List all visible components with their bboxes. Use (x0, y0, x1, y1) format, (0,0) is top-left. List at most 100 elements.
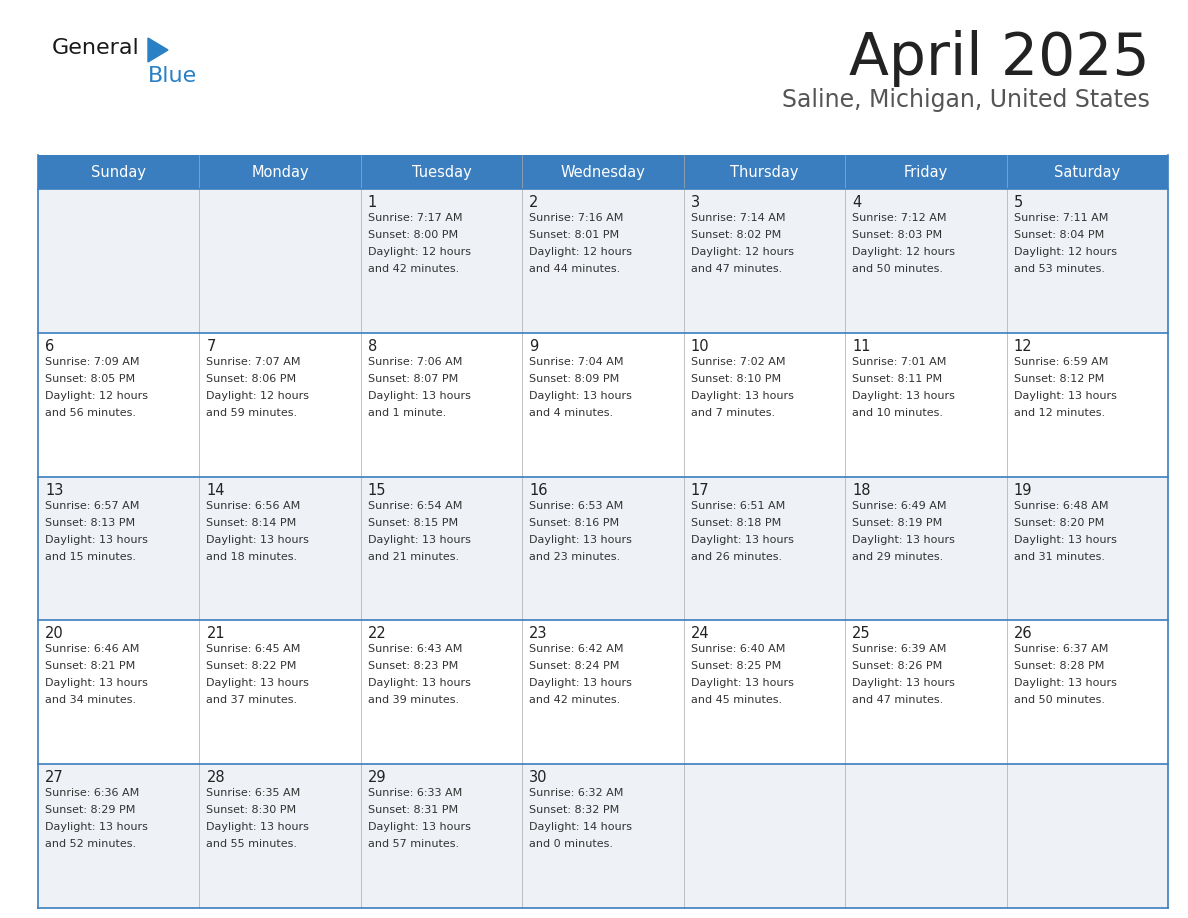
Text: Sunrise: 6:46 AM: Sunrise: 6:46 AM (45, 644, 139, 655)
Text: Friday: Friday (904, 164, 948, 180)
Text: 20: 20 (45, 626, 64, 642)
Text: and 39 minutes.: and 39 minutes. (368, 696, 459, 705)
Text: Daylight: 13 hours: Daylight: 13 hours (45, 534, 147, 544)
Text: 1: 1 (368, 195, 377, 210)
Text: Daylight: 13 hours: Daylight: 13 hours (368, 534, 470, 544)
Text: 11: 11 (852, 339, 871, 353)
Text: Daylight: 12 hours: Daylight: 12 hours (1013, 247, 1117, 257)
Text: Sunset: 8:24 PM: Sunset: 8:24 PM (530, 661, 620, 671)
Text: Sunset: 8:12 PM: Sunset: 8:12 PM (1013, 374, 1104, 384)
Text: Sunrise: 6:36 AM: Sunrise: 6:36 AM (45, 789, 139, 798)
Text: 14: 14 (207, 483, 225, 498)
Text: Daylight: 13 hours: Daylight: 13 hours (207, 823, 309, 833)
Text: Sunset: 8:04 PM: Sunset: 8:04 PM (1013, 230, 1104, 240)
Text: Daylight: 13 hours: Daylight: 13 hours (690, 534, 794, 544)
Text: and 1 minute.: and 1 minute. (368, 408, 447, 418)
Text: Daylight: 12 hours: Daylight: 12 hours (690, 247, 794, 257)
Text: Sunrise: 7:04 AM: Sunrise: 7:04 AM (530, 357, 624, 367)
Text: Sunset: 8:14 PM: Sunset: 8:14 PM (207, 518, 297, 528)
Text: and 18 minutes.: and 18 minutes. (207, 552, 297, 562)
Text: Sunset: 8:02 PM: Sunset: 8:02 PM (690, 230, 781, 240)
Text: Daylight: 12 hours: Daylight: 12 hours (530, 247, 632, 257)
Text: 24: 24 (690, 626, 709, 642)
Text: Sunset: 8:30 PM: Sunset: 8:30 PM (207, 805, 297, 815)
Text: Sunrise: 6:32 AM: Sunrise: 6:32 AM (530, 789, 624, 798)
Text: Sunrise: 6:51 AM: Sunrise: 6:51 AM (690, 500, 785, 510)
Text: Sunset: 8:13 PM: Sunset: 8:13 PM (45, 518, 135, 528)
Text: Sunrise: 6:45 AM: Sunrise: 6:45 AM (207, 644, 301, 655)
Text: and 34 minutes.: and 34 minutes. (45, 696, 137, 705)
Text: 27: 27 (45, 770, 64, 785)
Text: Sunrise: 6:56 AM: Sunrise: 6:56 AM (207, 500, 301, 510)
Text: and 50 minutes.: and 50 minutes. (852, 264, 943, 274)
Text: Sunset: 8:28 PM: Sunset: 8:28 PM (1013, 661, 1104, 671)
Text: Sunset: 8:23 PM: Sunset: 8:23 PM (368, 661, 459, 671)
Text: 9: 9 (530, 339, 538, 353)
Text: Daylight: 13 hours: Daylight: 13 hours (368, 678, 470, 688)
Text: Daylight: 13 hours: Daylight: 13 hours (368, 391, 470, 401)
Text: 8: 8 (368, 339, 377, 353)
Text: 17: 17 (690, 483, 709, 498)
Text: Daylight: 12 hours: Daylight: 12 hours (207, 391, 309, 401)
Text: Blue: Blue (148, 66, 197, 86)
Text: Sunset: 8:22 PM: Sunset: 8:22 PM (207, 661, 297, 671)
Text: and 55 minutes.: and 55 minutes. (207, 839, 297, 849)
Text: Daylight: 13 hours: Daylight: 13 hours (1013, 391, 1117, 401)
Text: Daylight: 13 hours: Daylight: 13 hours (45, 823, 147, 833)
Text: Sunset: 8:11 PM: Sunset: 8:11 PM (852, 374, 942, 384)
Text: Daylight: 13 hours: Daylight: 13 hours (852, 534, 955, 544)
Text: Sunset: 8:10 PM: Sunset: 8:10 PM (690, 374, 781, 384)
Text: Sunrise: 6:35 AM: Sunrise: 6:35 AM (207, 789, 301, 798)
Bar (38, 621, 1168, 764)
Text: and 59 minutes.: and 59 minutes. (207, 408, 297, 418)
Text: 25: 25 (852, 626, 871, 642)
Text: Sunrise: 7:12 AM: Sunrise: 7:12 AM (852, 213, 947, 223)
Text: Sunset: 8:32 PM: Sunset: 8:32 PM (530, 805, 619, 815)
Text: and 47 minutes.: and 47 minutes. (852, 696, 943, 705)
Text: Sunset: 8:16 PM: Sunset: 8:16 PM (530, 518, 619, 528)
Bar (38, 764, 1168, 908)
Text: 22: 22 (368, 626, 386, 642)
Text: 26: 26 (1013, 626, 1032, 642)
Text: and 53 minutes.: and 53 minutes. (1013, 264, 1105, 274)
Bar (1006, 155, 1168, 189)
Text: Daylight: 13 hours: Daylight: 13 hours (852, 678, 955, 688)
Text: 13: 13 (45, 483, 63, 498)
Text: and 7 minutes.: and 7 minutes. (690, 408, 775, 418)
Text: and 56 minutes.: and 56 minutes. (45, 408, 135, 418)
Text: Sunset: 8:31 PM: Sunset: 8:31 PM (368, 805, 459, 815)
Text: Daylight: 13 hours: Daylight: 13 hours (207, 678, 309, 688)
Bar (38, 189, 1168, 333)
Text: 5: 5 (1013, 195, 1023, 210)
Text: Thursday: Thursday (731, 164, 798, 180)
Text: Sunset: 8:05 PM: Sunset: 8:05 PM (45, 374, 135, 384)
Text: Daylight: 14 hours: Daylight: 14 hours (530, 823, 632, 833)
Text: Sunrise: 7:11 AM: Sunrise: 7:11 AM (1013, 213, 1108, 223)
Text: Saline, Michigan, United States: Saline, Michigan, United States (782, 88, 1150, 112)
Text: Daylight: 13 hours: Daylight: 13 hours (207, 534, 309, 544)
Text: Sunrise: 7:01 AM: Sunrise: 7:01 AM (852, 357, 947, 367)
Text: and 29 minutes.: and 29 minutes. (852, 552, 943, 562)
Bar (38, 476, 1168, 621)
Text: Sunrise: 7:02 AM: Sunrise: 7:02 AM (690, 357, 785, 367)
Text: Tuesday: Tuesday (412, 164, 472, 180)
Text: Wednesday: Wednesday (561, 164, 645, 180)
Text: Sunrise: 7:06 AM: Sunrise: 7:06 AM (368, 357, 462, 367)
Text: Daylight: 13 hours: Daylight: 13 hours (690, 678, 794, 688)
Text: and 44 minutes.: and 44 minutes. (530, 264, 620, 274)
Text: General: General (52, 38, 140, 58)
Text: Sunrise: 7:16 AM: Sunrise: 7:16 AM (530, 213, 624, 223)
Text: Sunrise: 6:39 AM: Sunrise: 6:39 AM (852, 644, 947, 655)
Text: Sunset: 8:25 PM: Sunset: 8:25 PM (690, 661, 781, 671)
Text: Sunrise: 6:53 AM: Sunrise: 6:53 AM (530, 500, 624, 510)
Text: and 10 minutes.: and 10 minutes. (852, 408, 943, 418)
Text: Sunset: 8:18 PM: Sunset: 8:18 PM (690, 518, 781, 528)
Text: Daylight: 12 hours: Daylight: 12 hours (852, 247, 955, 257)
Text: Daylight: 13 hours: Daylight: 13 hours (690, 391, 794, 401)
Bar (38, 155, 200, 189)
Text: 28: 28 (207, 770, 225, 785)
Text: 23: 23 (530, 626, 548, 642)
Text: and 26 minutes.: and 26 minutes. (690, 552, 782, 562)
Bar (361, 155, 523, 189)
Text: Sunset: 8:03 PM: Sunset: 8:03 PM (852, 230, 942, 240)
